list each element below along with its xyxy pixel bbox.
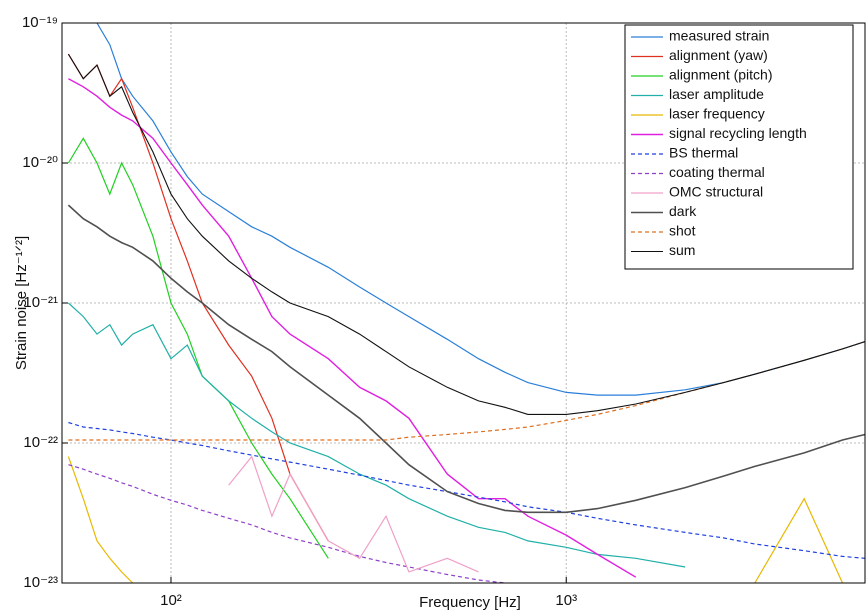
y-axis-label: Strain noise [Hz⁻¹ᐟ²]: [13, 236, 30, 370]
legend-label: dark: [669, 203, 697, 219]
legend-box: [624, 24, 854, 270]
y-tick-label: 10⁻²⁰: [22, 154, 58, 171]
series-line: [67, 302, 686, 568]
y-tick-label: 10⁻¹⁹: [22, 14, 58, 31]
axes: 10⁻²³ 10⁻²² 10⁻²¹ 10⁻²⁰ 10⁻¹⁹ 10² 10³: [22, 14, 866, 609]
x-axis-label: Frequency [Hz]: [419, 594, 521, 610]
legend-label: sum: [669, 242, 695, 258]
series-line: [228, 455, 479, 573]
legend-label: measured strain: [669, 28, 769, 44]
series-line: [68, 421, 866, 559]
series-line: [68, 78, 637, 578]
legend-label: OMC structural: [669, 184, 763, 200]
series-line: [96, 23, 866, 396]
legend-label: laser amplitude: [669, 86, 764, 102]
legend-label: shot: [669, 223, 696, 239]
legend-label: alignment (yaw): [669, 47, 768, 63]
series-line: [67, 204, 866, 514]
y-tick-label: 10⁻²²: [23, 434, 58, 451]
legend: measured strain alignment (yaw) alignment …: [624, 24, 854, 270]
series-line: [68, 464, 506, 583]
x-tick-label: 10²: [160, 592, 182, 609]
plot-frame: [61, 22, 866, 584]
lines: [67, 23, 866, 583]
series-line: [67, 53, 866, 415]
series-line: [67, 137, 329, 559]
legend-label: coating thermal: [669, 164, 765, 180]
legend-label: signal recycling length: [669, 125, 807, 141]
legend-label: BS thermal: [669, 145, 738, 161]
legend-label: laser frequency: [669, 106, 765, 122]
series-line: [68, 341, 866, 441]
y-tick-label: 10⁻²³: [23, 574, 58, 591]
x-tick-label: 10³: [555, 592, 577, 609]
y-tick-label: 10⁻²¹: [23, 294, 58, 311]
legend-label: alignment (pitch): [669, 67, 773, 83]
